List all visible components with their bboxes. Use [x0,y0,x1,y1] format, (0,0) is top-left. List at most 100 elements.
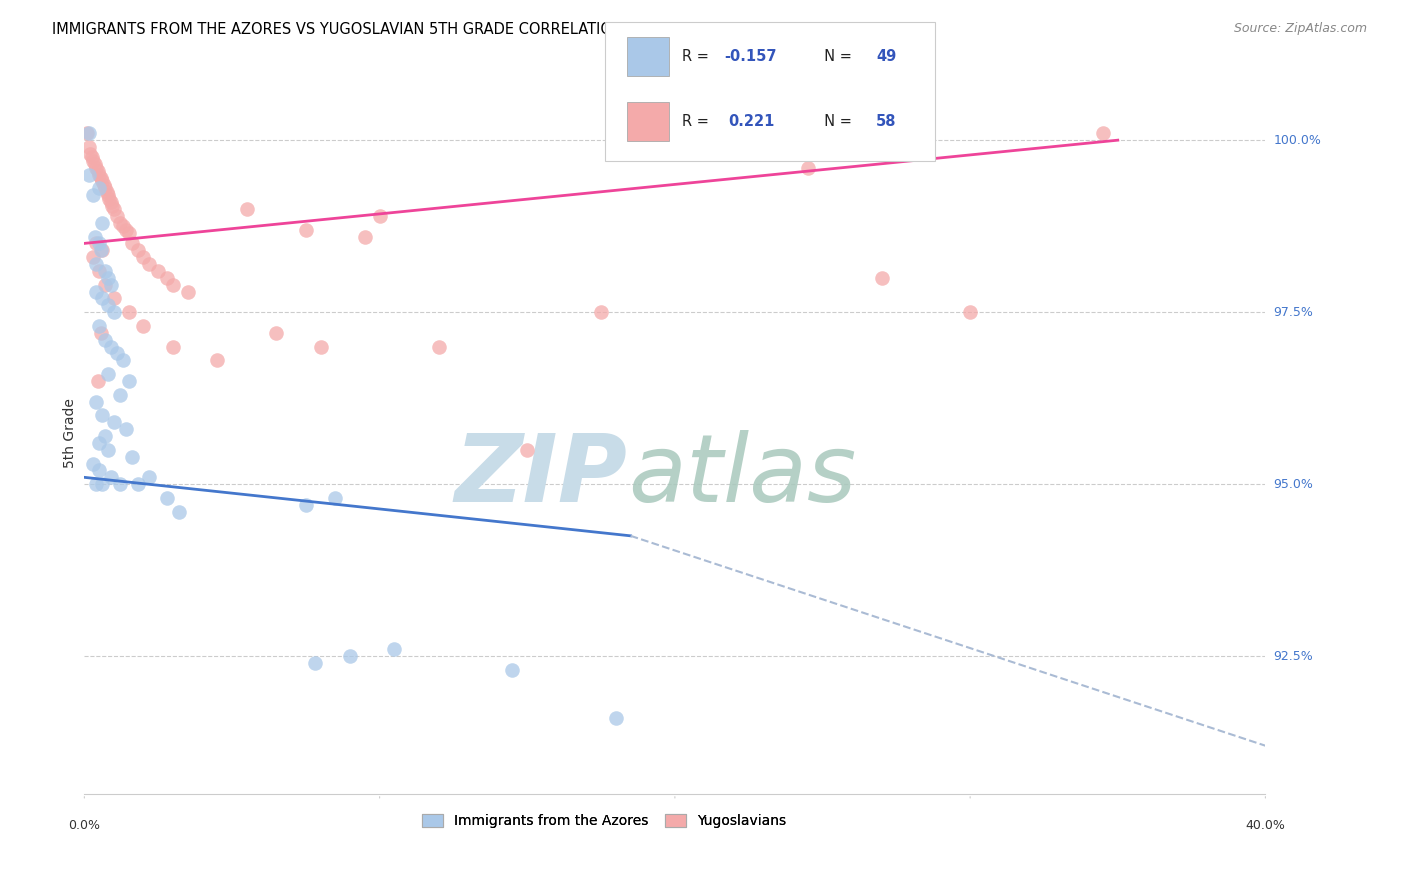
Point [309,340,332,354]
Text: N =: N = [815,114,858,128]
Point [91,409,114,423]
Point [111,219,134,234]
Point [368,209,391,223]
Point [84,236,107,251]
Text: 0.0%: 0.0% [69,819,100,832]
Point [84,394,107,409]
Point [177,285,200,299]
Point [83,157,105,171]
Point [96,185,118,199]
Point [114,222,136,236]
Point [97,188,120,202]
Point [90,244,112,258]
Point [266,326,288,340]
Point [94,277,117,292]
Point [77,126,100,140]
Point [132,318,155,333]
Point [86,374,108,388]
Point [138,257,160,271]
Point [295,498,318,512]
Point [84,161,107,175]
Text: IMMIGRANTS FROM THE AZORES VS YUGOSLAVIAN 5TH GRADE CORRELATION CHART: IMMIGRANTS FROM THE AZORES VS YUGOSLAVIA… [52,22,676,37]
Point [108,216,131,230]
Point [79,147,101,161]
Text: 95.0%: 95.0% [1274,478,1313,491]
Point [138,470,160,484]
Y-axis label: 5th Grade: 5th Grade [63,398,77,467]
Point [101,198,124,212]
Point [93,178,115,192]
Point [797,161,820,175]
Point [87,236,111,251]
Point [236,202,259,216]
Point [90,326,112,340]
Point [83,229,105,244]
Point [121,450,143,464]
Point [97,298,120,312]
Point [94,333,117,347]
Point [295,222,318,236]
Point [114,422,136,436]
Point [118,374,141,388]
Point [664,147,686,161]
Point [108,477,131,491]
Point [91,216,114,230]
Point [167,505,190,519]
Point [91,477,114,491]
Point [156,270,179,285]
Point [959,305,981,319]
Point [103,292,125,306]
Text: 92.5%: 92.5% [1274,649,1313,663]
Point [76,126,98,140]
Text: atlas: atlas [627,431,856,522]
Text: 49: 49 [876,49,896,64]
Point [103,305,125,319]
Point [87,318,111,333]
Point [98,192,121,206]
Point [82,250,104,264]
Text: ZIP: ZIP [454,430,627,522]
Point [97,367,120,381]
Point [108,388,131,402]
Point [94,181,117,195]
Point [97,270,120,285]
Point [162,277,184,292]
Point [82,188,104,202]
Point [82,457,104,471]
Point [86,164,108,178]
Point [121,236,143,251]
Point [339,649,361,664]
Point [87,168,111,182]
Text: 0.221: 0.221 [728,114,775,128]
Point [605,711,627,725]
Point [82,153,104,168]
Point [87,463,111,477]
Point [97,442,120,457]
Point [87,181,111,195]
Point [100,195,122,210]
Point [1092,126,1115,140]
Point [100,340,122,354]
Point [84,285,107,299]
Point [516,442,538,457]
Point [354,229,377,244]
Text: 100.0%: 100.0% [1274,134,1322,146]
Point [91,292,114,306]
Point [111,353,134,368]
Point [90,171,112,186]
Point [384,642,406,657]
Text: 97.5%: 97.5% [1274,306,1313,318]
Point [148,264,170,278]
Point [304,656,326,670]
Point [118,305,141,319]
Point [162,340,184,354]
Point [118,226,141,240]
Point [77,168,100,182]
Point [127,477,149,491]
Text: N =: N = [815,49,858,64]
Point [132,250,155,264]
Point [502,663,524,677]
Point [127,244,149,258]
Point [156,491,179,505]
Point [87,264,111,278]
